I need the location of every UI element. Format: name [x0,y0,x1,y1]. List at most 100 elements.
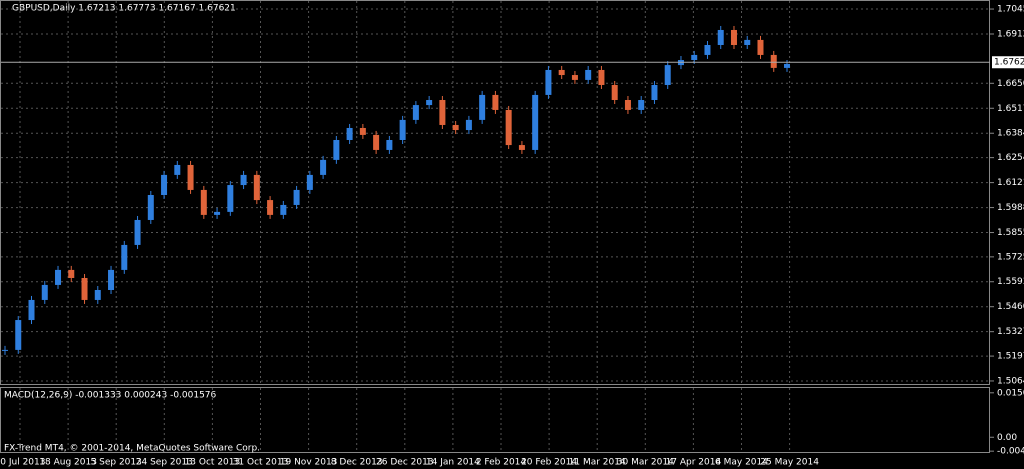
candle [691,54,698,61]
y-tick-label: 1.65170 [997,104,1024,114]
y-tick-label: 1.62540 [997,153,1024,163]
candle [15,320,22,350]
candle [558,69,565,76]
candle [280,204,287,215]
candle [717,29,724,45]
x-tick-label: 25 May 2014 [760,458,819,468]
candle [386,139,393,150]
macd-tick-label: -0.004718 [997,447,1024,457]
y-tick-label: 1.54600 [997,302,1024,312]
candle [293,189,300,205]
candle [41,284,48,300]
candle [68,269,75,278]
candle [320,159,327,175]
candle [81,277,88,300]
x-tick-label: 30 Jul 2013 [0,458,45,468]
candle [2,349,8,351]
candle [253,174,260,201]
x-tick-label: 13 Oct 2013 [185,458,241,468]
candle [465,119,472,131]
y-tick-label: 1.70455 [997,5,1024,15]
y-tick-label: 1.51970 [997,352,1024,362]
x-tick-label: 19 Nov 2013 [280,458,338,468]
candle [359,127,366,135]
y-tick-label: 1.58550 [997,228,1024,238]
candle [373,134,380,150]
x-tick-label: 5 Sep 2013 [91,458,142,468]
candle [306,174,313,190]
y-tick-label: 1.66500 [997,79,1024,89]
y-tick-label: 1.55930 [997,277,1024,287]
macd-tick-label: 0.00 [997,433,1017,443]
candle [571,75,578,80]
last-price-label: 1.67621 [994,58,1024,68]
x-tick-label: 26 Dec 2013 [376,458,434,468]
candle [545,69,552,95]
x-tick-label: 6 May 2014 [715,458,768,468]
candle [346,127,353,140]
candle [412,105,419,120]
x-tick-label: 17 Apr 2014 [666,458,722,468]
candle [108,269,115,291]
candle [518,145,525,150]
x-tick-label: 14 Jan 2014 [426,458,480,468]
y-tick-label: 1.63840 [997,129,1024,139]
footer: FX-Trend MT4, © 2001-2014, MetaQuotes So… [4,444,260,454]
x-tick-label: 31 Oct 2013 [233,458,289,468]
candle [174,164,181,175]
y-tick-label: 1.61210 [997,178,1024,188]
candle [770,54,777,68]
y-tick-label: 1.53270 [997,327,1024,337]
candle [55,269,62,285]
candle [333,139,340,160]
candle [651,84,658,101]
candle [267,200,274,215]
candle [505,109,512,146]
candle [439,100,446,125]
y-tick-label: 1.69125 [997,30,1024,40]
macd-frame [0,387,990,453]
candle [134,219,141,245]
candle [784,63,790,68]
candle [426,100,433,106]
candle [121,244,128,270]
candle [532,94,539,150]
candle [611,84,618,101]
x-tick-label: 11 Mar 2014 [569,458,626,468]
candle [624,100,631,110]
candle [479,94,486,120]
candle [399,119,406,140]
x-tick-label: 20 Feb 2014 [521,458,577,468]
x-tick-label: 2 Feb 2014 [476,458,527,468]
macd-title: MACD(12,26,9) -0.001333 0.000243 -0.0015… [4,391,217,401]
candle [161,174,168,196]
candle [598,69,605,85]
y-tick-label: 1.59880 [997,203,1024,213]
candle [28,299,35,321]
candle [147,195,154,220]
last-price-box [992,56,1024,69]
candle [744,39,751,45]
candle [704,44,711,55]
candle [757,39,764,55]
candle [94,290,101,300]
candle [638,100,645,110]
candle [585,69,592,80]
candle [240,174,247,186]
x-tick-label: 18 Aug 2013 [39,458,97,468]
candle [730,29,737,45]
candle [452,124,459,131]
candle [214,211,221,215]
x-tick-label: 24 Sep 2013 [136,458,193,468]
candle [492,94,499,110]
main-frame [0,0,990,385]
candle [227,185,234,212]
macd-tick-label: 0.015071 [997,388,1024,398]
x-tick-label: 30 Mar 2014 [617,458,674,468]
candle [200,189,207,215]
candle [187,164,194,190]
y-tick-label: 1.57255 [997,252,1024,262]
x-tick-label: 8 Dec 2013 [331,458,383,468]
